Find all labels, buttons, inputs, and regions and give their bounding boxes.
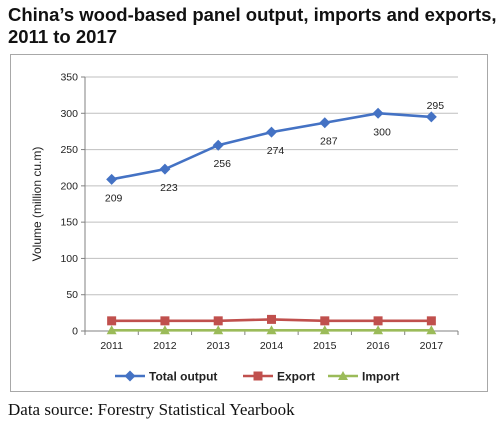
data-label: 300 xyxy=(373,126,391,138)
point-export xyxy=(107,316,117,326)
x-tick-label: 2013 xyxy=(207,340,231,352)
point-import xyxy=(106,325,117,335)
page-title: China’s wood-based panel output, imports… xyxy=(8,4,497,47)
y-tick-label: 100 xyxy=(60,253,78,265)
legend-item-import: Import xyxy=(328,370,399,384)
legend-item-export: Export xyxy=(243,370,315,384)
x-tick-label: 2016 xyxy=(366,340,390,352)
x-tick-label: 2015 xyxy=(313,340,337,352)
point-export xyxy=(373,316,383,326)
legend-marker xyxy=(338,371,348,380)
legend-label: Import xyxy=(362,370,399,384)
legend-label: Total output xyxy=(149,370,217,384)
point-export xyxy=(160,316,170,326)
point-import xyxy=(213,325,224,335)
data-label: 287 xyxy=(320,136,338,148)
point-import xyxy=(426,325,437,335)
y-tick-label: 50 xyxy=(66,289,78,301)
line-chart: 0 50 100 150 200 250 300 350 2011 2012 2013 2014 201… xyxy=(30,72,459,384)
point-total-output xyxy=(372,107,384,119)
x-tick-label: 2017 xyxy=(420,340,444,352)
y-tick-label: 200 xyxy=(60,180,78,192)
point-total-output xyxy=(212,139,224,151)
point-total-output xyxy=(106,173,118,185)
data-label: 256 xyxy=(213,158,231,170)
x-tick-label: 2011 xyxy=(100,340,123,352)
point-import xyxy=(159,325,170,335)
point-import xyxy=(266,325,277,335)
point-export xyxy=(426,316,436,326)
point-import xyxy=(319,325,330,335)
legend-marker xyxy=(253,371,263,381)
y-tick-label: 150 xyxy=(60,217,78,229)
point-total-output xyxy=(319,117,331,129)
data-source-note: Data source: Forestry Statistical Yearbo… xyxy=(8,400,295,419)
legend-label: Export xyxy=(277,370,315,384)
y-axis-title: Volume (million cu.m) xyxy=(30,147,44,262)
y-tick-label: 350 xyxy=(60,72,78,84)
point-total-output xyxy=(159,163,171,175)
point-import xyxy=(373,325,384,335)
x-tick-label: 2014 xyxy=(260,340,284,352)
legend-item-total-output: Total output xyxy=(115,370,217,384)
data-label: 295 xyxy=(427,100,445,112)
legend-marker xyxy=(124,370,136,382)
point-export xyxy=(320,316,330,326)
data-label: 274 xyxy=(267,145,285,157)
point-export xyxy=(267,314,276,324)
point-total-output xyxy=(425,111,437,123)
y-tick-label: 250 xyxy=(60,144,78,156)
data-label: 209 xyxy=(105,192,123,204)
x-tick-label: 2012 xyxy=(153,340,177,352)
point-export xyxy=(213,316,223,326)
y-tick-label: 300 xyxy=(60,108,78,120)
point-total-output xyxy=(266,126,277,138)
y-tick-label: 0 xyxy=(72,326,78,338)
chart-frame xyxy=(10,54,488,392)
data-label: 223 xyxy=(160,182,178,194)
